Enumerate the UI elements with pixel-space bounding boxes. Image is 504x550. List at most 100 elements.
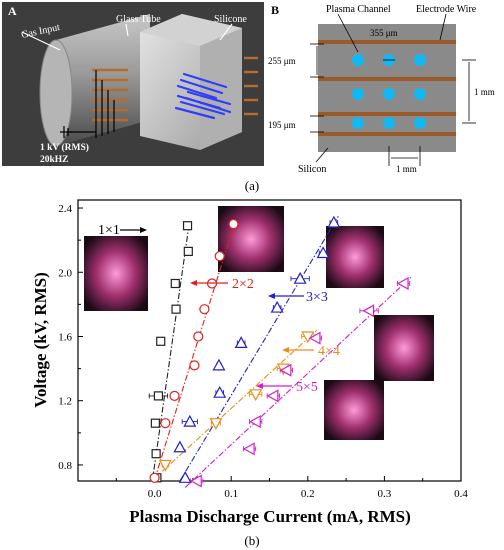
annotation-arrowhead-1x1 — [140, 227, 147, 233]
panel-a: A Gas Input Glass Tube Silicone 1 kV (RM… — [2, 2, 264, 166]
data-point — [178, 471, 192, 483]
label-voltage: 1 kV (RMS) — [40, 142, 89, 153]
data-point — [301, 331, 315, 344]
chart: 0.0 0.1 0.2 0.3 0.4 0.8 1.2 1.6 2.0 2.4 1×1 2×2 3… — [31, 199, 468, 526]
data-point — [151, 449, 161, 459]
x-tick-label: 0.4 — [454, 488, 468, 500]
dim-195: 195 μm — [268, 120, 296, 130]
data-point — [316, 246, 330, 259]
annotation-arrowhead-5x5 — [256, 383, 263, 389]
y-tick-label: 2.4 — [58, 203, 72, 215]
data-point — [171, 304, 181, 314]
data-point — [249, 389, 263, 402]
annotation-2x2: 2×2 — [232, 277, 254, 292]
data-markers — [149, 215, 409, 488]
panel-b-letter: B — [271, 3, 279, 17]
data-point — [182, 221, 193, 231]
data-point — [158, 459, 172, 472]
x-tick-label: 0.2 — [301, 488, 315, 500]
data-point — [169, 390, 180, 401]
plasma-channel-dots — [352, 54, 426, 129]
data-point — [279, 363, 292, 377]
dim-355: 355 μm — [370, 28, 398, 38]
glass-tube-end — [39, 39, 73, 147]
panel-a-arrows — [21, 23, 233, 51]
data-point — [183, 414, 197, 427]
electrode-wires — [92, 56, 258, 122]
x-tick-label: 0.3 — [378, 488, 392, 500]
annotation-arrowhead-3x3 — [268, 293, 275, 299]
fit-line — [161, 329, 318, 472]
data-point — [193, 331, 204, 342]
data-point — [242, 442, 255, 456]
data-point — [327, 215, 341, 228]
panel-b: B Plasma Channel Electrode Wire — [268, 3, 495, 175]
inset-photo-2x2 — [218, 206, 284, 272]
series-annotations: 1×1 2×2 3×3 4×4 5×5 — [98, 223, 340, 395]
dim-1mm-right: 1 mm — [474, 87, 495, 97]
data-point — [183, 246, 193, 256]
data-point — [214, 251, 225, 262]
data-point — [234, 336, 248, 349]
data-point — [212, 358, 226, 371]
fit-line — [151, 219, 191, 482]
data-point — [248, 415, 261, 429]
silicone-block-side — [200, 28, 242, 150]
label-electrode-wire: Electrode Wire — [416, 4, 477, 15]
data-point — [160, 418, 171, 429]
data-point — [266, 389, 279, 403]
fit-line — [154, 219, 237, 480]
dim-1mm-bottom: 1 mm — [396, 164, 417, 174]
y-tick-label: 1.6 — [58, 331, 72, 343]
data-point — [209, 418, 223, 430]
y-tick-label: 2.0 — [58, 267, 72, 279]
label-silicone: Silicone — [214, 14, 247, 25]
label-plasma-channel: Plasma Channel — [326, 4, 391, 15]
data-point — [362, 304, 375, 318]
panel-a-letter: A — [8, 4, 17, 18]
label-silicon: Silicon — [298, 164, 326, 175]
inset-photo-4x4 — [374, 315, 434, 381]
data-point — [189, 474, 202, 488]
lead-wires — [60, 70, 115, 138]
data-point — [150, 418, 160, 428]
tick-layer: 0.0 0.1 0.2 0.3 0.4 0.8 1.2 1.6 2.0 2.4 — [58, 203, 468, 500]
caption-b: (b) — [244, 533, 259, 548]
x-tick-label: 0.1 — [224, 488, 238, 500]
inset-photo-3x3 — [326, 226, 384, 288]
label-glass-tube: Glass Tube — [116, 14, 161, 25]
data-point — [228, 218, 239, 230]
y-axis-label: Voltage (kV, RMS) — [31, 272, 50, 408]
x-axis-label: Plasma Discharge Current (mA, RMS) — [129, 507, 411, 526]
data-point — [149, 472, 160, 483]
inset-photo-5x5 — [324, 380, 384, 440]
annotation-arrowhead-4x4 — [282, 347, 289, 353]
data-point — [213, 385, 227, 398]
data-point — [293, 271, 307, 284]
electrode-wire-lines — [318, 40, 456, 136]
silicone-block-top — [140, 14, 242, 46]
annotation-4x4: 4×4 — [318, 344, 340, 359]
plasma-channels-3d — [174, 72, 232, 120]
label-frequency: 20kHZ — [40, 155, 69, 165]
data-point — [308, 331, 321, 345]
inset-photo-1x1 — [84, 236, 148, 311]
annotation-5x5: 5×5 — [296, 380, 318, 395]
panel-b-dimension-lines — [310, 13, 476, 166]
dim-255: 255 μm — [268, 56, 296, 66]
data-point — [189, 360, 200, 371]
data-point — [156, 336, 166, 346]
y-tick-label: 0.8 — [58, 460, 72, 472]
data-point — [270, 300, 284, 313]
silicon-body — [318, 24, 456, 152]
y-tick-label: 1.2 — [58, 396, 72, 408]
data-point — [173, 440, 187, 453]
annotation-arrowhead-2x2 — [190, 280, 197, 286]
annotation-1x1: 1×1 — [98, 223, 120, 238]
data-point — [153, 391, 164, 401]
data-point — [170, 278, 180, 289]
caption-a: (a) — [245, 178, 259, 193]
annotation-3x3: 3×3 — [306, 290, 328, 305]
fit-line — [179, 215, 339, 482]
